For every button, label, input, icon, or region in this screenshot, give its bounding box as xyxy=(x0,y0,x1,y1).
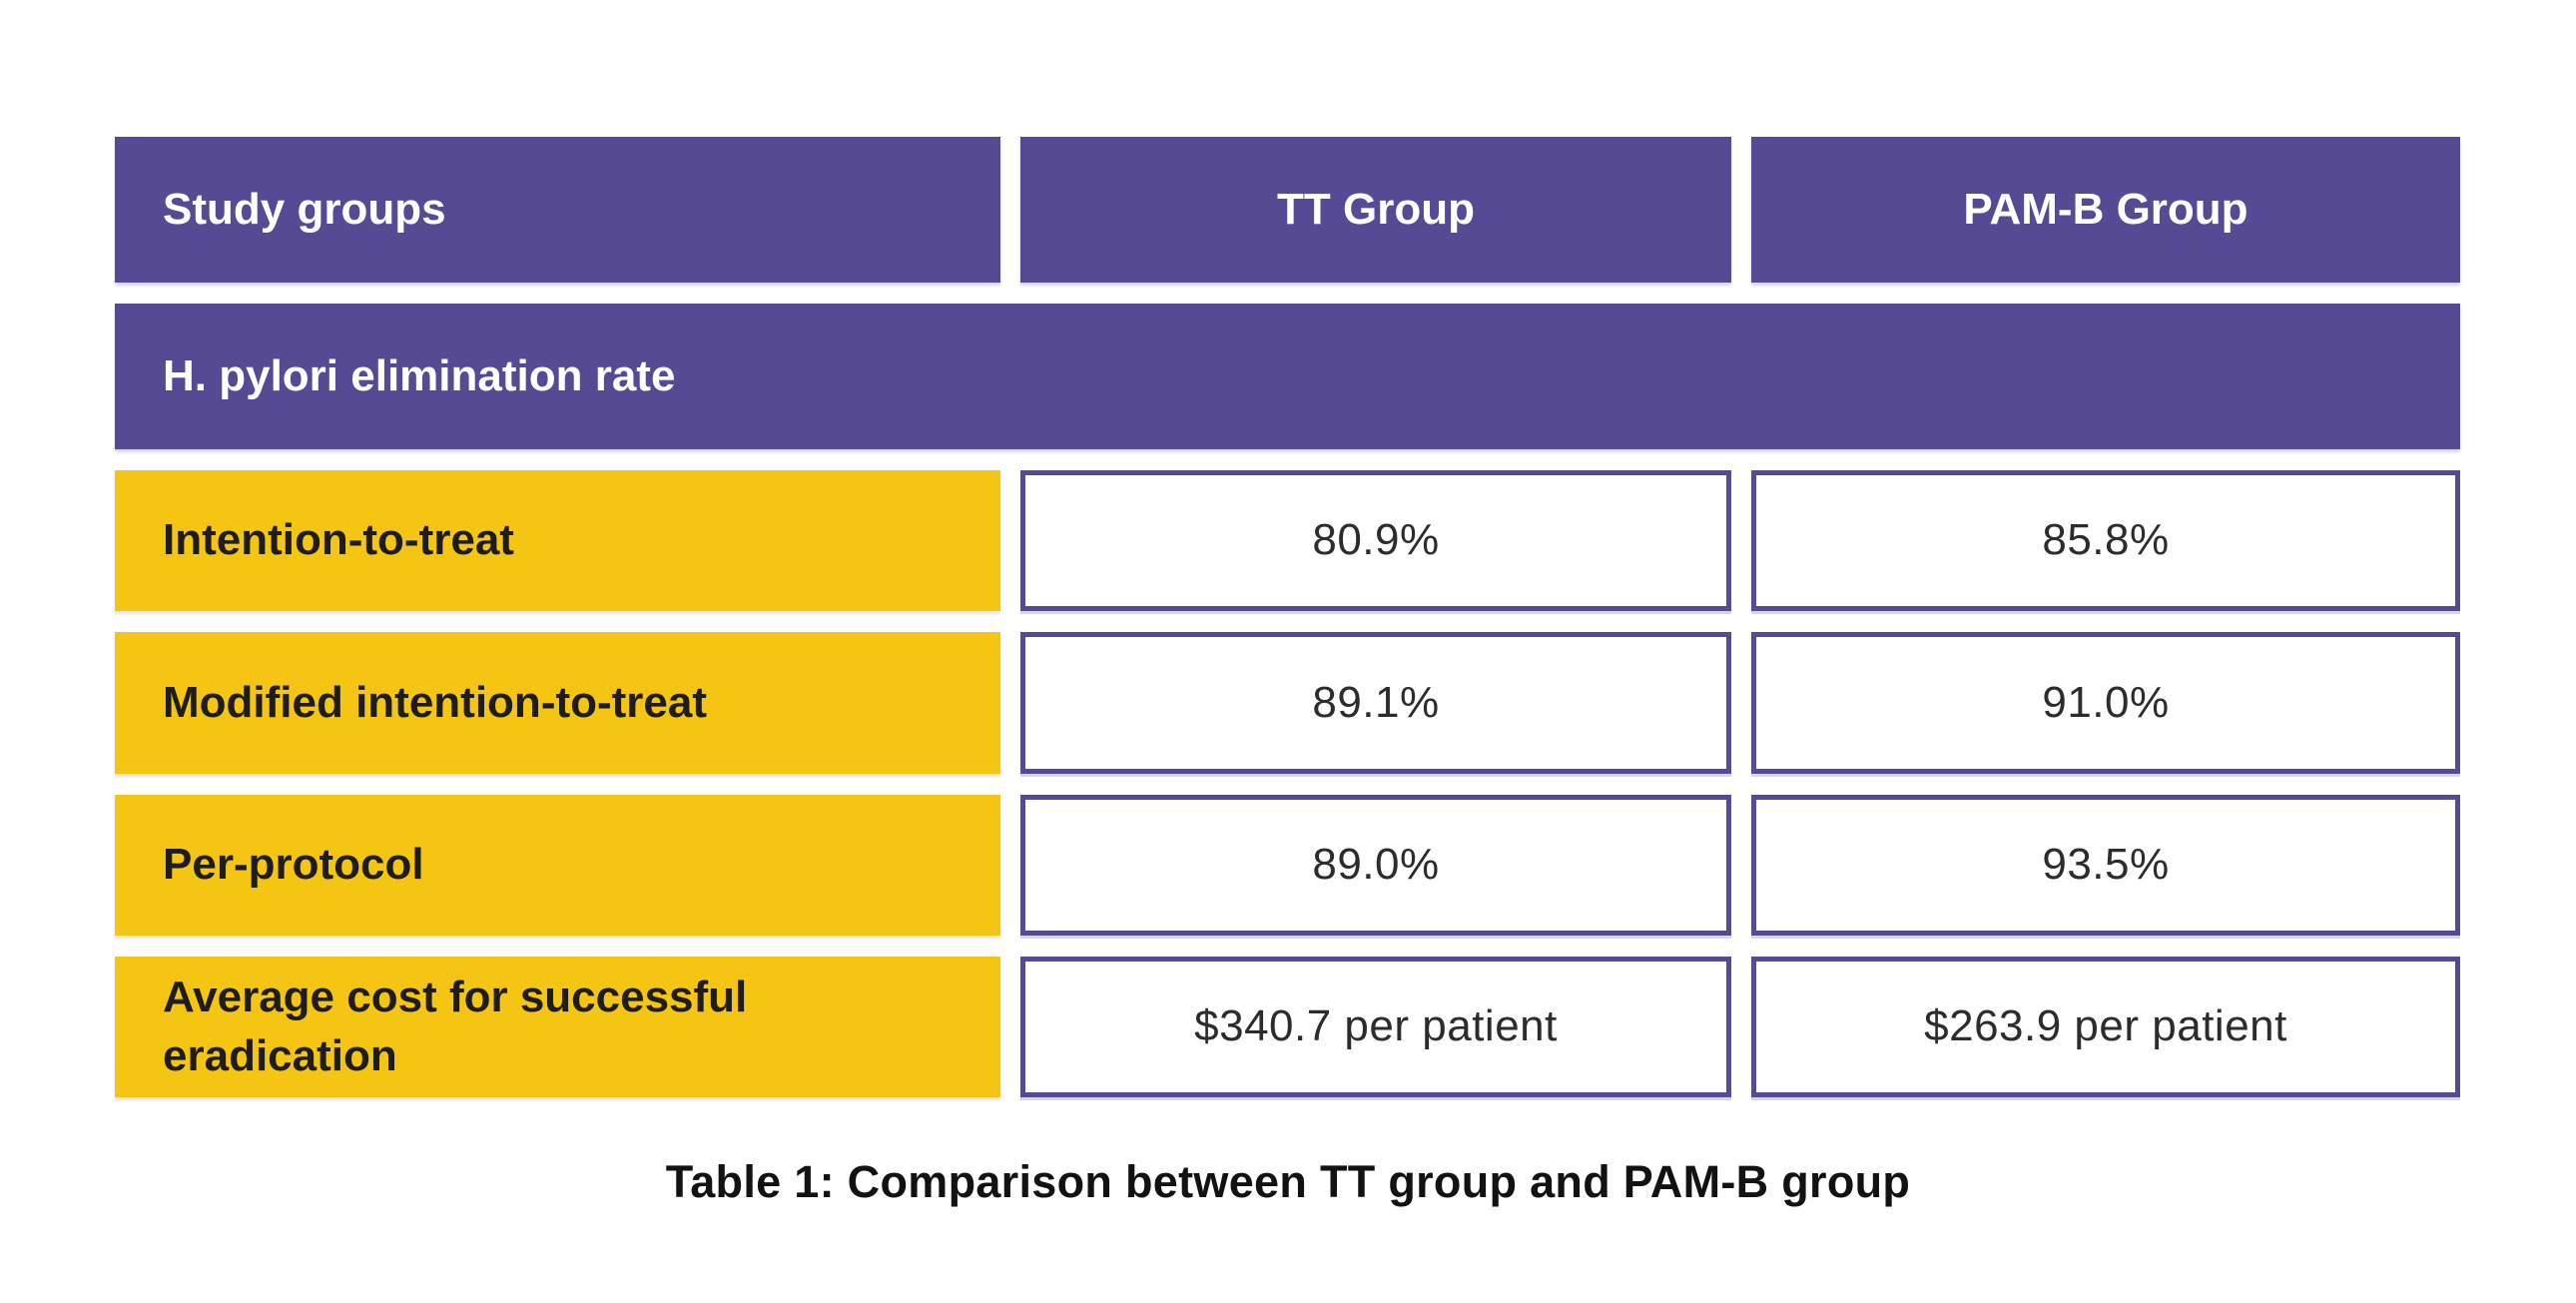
section-header-elimination-rate: H. pylori elimination rate xyxy=(115,304,2460,449)
value-tt-intention-to-treat: 80.9% xyxy=(1020,470,1731,611)
row-label-per-protocol: Per-protocol xyxy=(115,795,1000,936)
value-pamb-modified-itt: 91.0% xyxy=(1751,632,2460,774)
header-tt-group: TT Group xyxy=(1020,137,1731,283)
comparison-table: Study groups TT Group PAM-B Group H. pyl… xyxy=(115,137,2460,1097)
row-label-modified-itt: Modified intention-to-treat xyxy=(115,632,1000,774)
value-pamb-intention-to-treat: 85.8% xyxy=(1751,470,2460,611)
row-label-intention-to-treat: Intention-to-treat xyxy=(115,470,1000,611)
table-caption: Table 1: Comparison between TT group and… xyxy=(665,1156,1911,1207)
value-pamb-per-protocol: 93.5% xyxy=(1751,795,2460,936)
header-study-groups: Study groups xyxy=(115,137,1000,283)
row-label-average-cost: Average cost for successful eradication xyxy=(115,957,1000,1097)
value-tt-average-cost: $340.7 per patient xyxy=(1020,957,1731,1097)
value-tt-modified-itt: 89.1% xyxy=(1020,632,1731,774)
value-pamb-average-cost: $263.9 per patient xyxy=(1751,957,2460,1097)
header-pamb-group: PAM-B Group xyxy=(1751,137,2460,283)
value-tt-per-protocol: 89.0% xyxy=(1020,795,1731,936)
